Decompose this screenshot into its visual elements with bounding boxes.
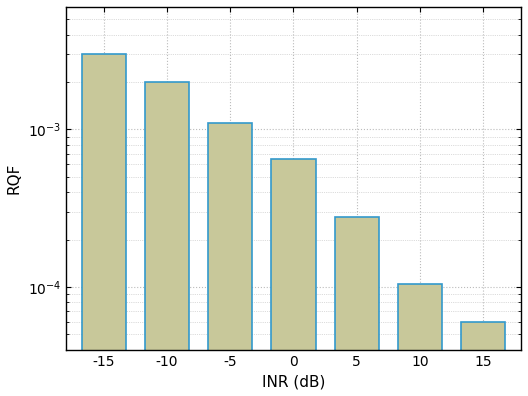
- Bar: [461, 322, 505, 396]
- Bar: [398, 284, 442, 396]
- Bar: [82, 54, 126, 396]
- Bar: [208, 123, 252, 396]
- Bar: [335, 217, 379, 396]
- Bar: [145, 82, 189, 396]
- Bar: [271, 159, 316, 396]
- X-axis label: INR (dB): INR (dB): [262, 374, 325, 389]
- Y-axis label: RQF: RQF: [7, 163, 22, 194]
